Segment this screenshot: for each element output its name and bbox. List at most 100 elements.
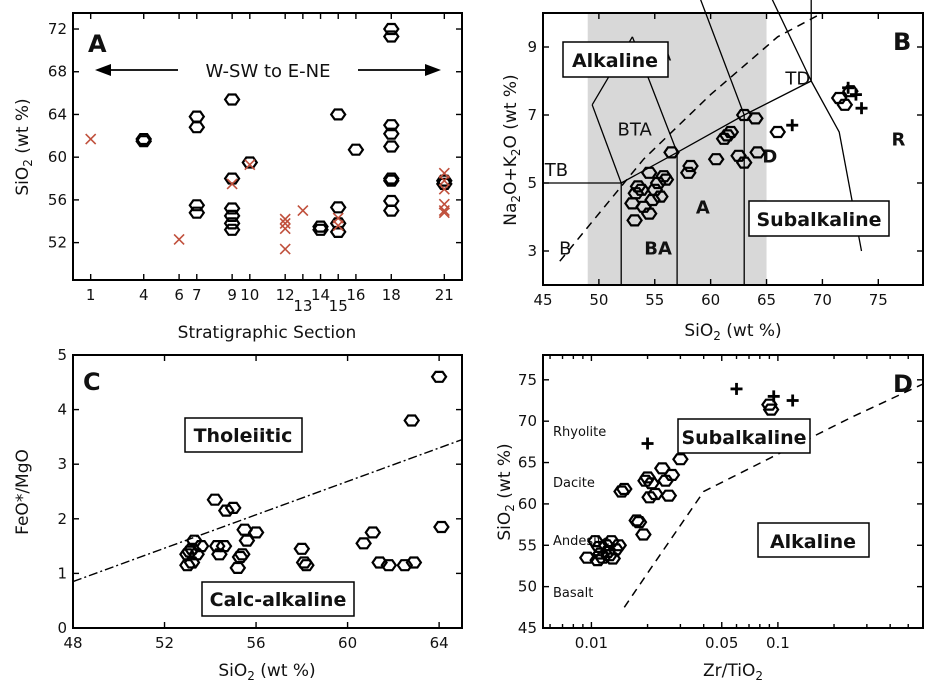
panel-c: C 48 52 56 60 64 0 1 2 3 4 5 Tholeiitic Calc-alkal… <box>13 346 463 683</box>
tas-boundary-9 <box>771 0 812 82</box>
panel-c-frame <box>72 354 463 629</box>
panel-b-xlabel: SiO2 (wt %) <box>684 321 781 343</box>
data-point-s0-5 <box>188 206 206 219</box>
data-point-s0-9 <box>223 209 241 222</box>
panel-c-divider <box>72 438 463 583</box>
panel-b-alkaline-label: Alkaline <box>572 50 658 72</box>
x-tick-label: 48 <box>63 634 82 652</box>
x-tick-label: 50 <box>589 291 608 309</box>
data-point-s0-18 <box>329 225 347 238</box>
x-tick-label: 52 <box>155 634 174 652</box>
panel-d-ticks: 0.01 0.05 0.1 45 50 55 60 65 70 75 <box>518 355 923 652</box>
y-tick-label: 65 <box>518 454 537 472</box>
data-point-s0-11 <box>652 190 669 203</box>
x-tick-label: 10 <box>240 286 259 304</box>
data-point-s0-27 <box>382 194 400 207</box>
data-point-s1-4-stroke <box>279 213 291 225</box>
data-point-s0-20 <box>722 125 740 139</box>
data-point-s0-24 <box>364 526 382 539</box>
panel-c-xlabel: SiO2 (wt %) <box>218 661 315 683</box>
data-point-s0-10 <box>223 217 241 230</box>
data-point-s0-26 <box>663 468 681 481</box>
data-point-s0-19 <box>639 471 656 484</box>
panel-c-tholeiitic-label: Tholeiitic <box>194 425 293 447</box>
panel-b-points <box>624 81 868 227</box>
data-point-s1-2 <box>855 102 868 115</box>
data-point-s0-14 <box>229 561 247 575</box>
rock-label-dacite: Dacite <box>553 476 595 491</box>
data-point-s1-1 <box>730 382 743 395</box>
data-point-s1-3 <box>244 159 256 171</box>
y-tick-label: 70 <box>518 412 537 430</box>
y-tick-label: 5 <box>57 346 67 364</box>
y-tick-label: 9 <box>527 38 537 56</box>
panel-a-points <box>85 22 453 255</box>
data-point-s0-13 <box>224 501 242 515</box>
panel-a-letter: A <box>88 30 107 58</box>
y-tick-label: 0 <box>57 619 67 637</box>
panel-c-tholeiitic-box <box>184 417 303 453</box>
data-point-s1-2-stroke <box>226 178 238 190</box>
x-tick-label: 70 <box>813 291 832 309</box>
data-point-s1-0-stroke <box>85 133 97 145</box>
data-point-s0-22 <box>646 487 664 501</box>
panel-c-calcalkaline-box <box>201 581 355 617</box>
data-point-s0-17 <box>707 153 725 166</box>
data-point-s0-26 <box>382 174 400 187</box>
x-tick-label: 16 <box>346 286 365 304</box>
y-tick-label: 45 <box>518 619 537 637</box>
data-point-s0-11 <box>223 223 241 236</box>
y-tick-label: 50 <box>518 578 537 596</box>
panel-d-letter: D <box>893 370 913 398</box>
data-point-s0-21 <box>295 556 313 569</box>
tas-field-label-ba: BA <box>644 238 672 259</box>
panel-d-subalkaline-box <box>677 418 811 454</box>
data-point-s1-1 <box>849 88 862 101</box>
x-tick-label: 12 <box>276 286 295 304</box>
data-point-s0-4 <box>188 199 206 212</box>
panel-b-frame <box>542 12 924 286</box>
data-point-s1-2 <box>226 178 238 190</box>
y-tick-label: 3 <box>527 242 537 260</box>
data-point-s0-8 <box>640 166 658 179</box>
data-point-s0-4 <box>185 534 203 547</box>
data-point-s0-23 <box>382 127 400 140</box>
data-point-s1-7 <box>279 243 291 255</box>
data-point-s0-16 <box>682 159 699 173</box>
panel-c-ticks: 48 52 56 60 64 0 1 2 3 4 5 <box>57 346 462 652</box>
data-point-s0-1 <box>135 133 153 146</box>
panel-d: D 0.01 0.05 0.1 45 50 55 60 65 70 75 Rhyolite Dac… <box>495 354 924 683</box>
data-point-s1-4 <box>279 213 291 225</box>
data-point-s0-6 <box>640 207 658 220</box>
data-point-s1-16 <box>438 207 450 219</box>
data-point-s0-14 <box>615 482 633 496</box>
data-point-s0-21 <box>730 149 747 162</box>
data-point-s1-3 <box>786 394 799 407</box>
panel-b-ticks: 45 50 55 60 65 70 75 3 5 7 9 <box>527 13 923 309</box>
panel-a-xlabel: Stratigraphic Section <box>178 323 357 343</box>
data-point-s0-11 <box>215 539 233 553</box>
data-point-s0-1 <box>179 548 196 561</box>
y-tick-label: 60 <box>518 495 537 513</box>
data-point-s1-13-stroke <box>438 183 450 195</box>
data-point-s0-1 <box>627 187 645 200</box>
data-point-s0-10 <box>211 548 228 561</box>
data-point-s1-3-stroke <box>244 159 256 171</box>
panel-c-letter: C <box>83 368 101 396</box>
x-tick-label: 14 <box>311 286 330 304</box>
data-point-s0-19 <box>719 129 736 142</box>
y-tick-label: 1 <box>57 564 67 582</box>
data-point-s0-3 <box>188 121 206 134</box>
tas-field-label-a: A <box>696 198 710 219</box>
data-point-s0-2 <box>589 554 606 567</box>
data-point-s0-23 <box>735 108 753 122</box>
x-tick-label: 0.05 <box>705 634 738 652</box>
data-point-s1-7-stroke <box>279 243 291 255</box>
data-point-s0-6 <box>223 93 241 106</box>
data-point-s1-0 <box>85 133 97 145</box>
panel-b-subalkaline-label: Subalkaline <box>756 209 881 231</box>
data-point-s1-1-stroke <box>173 233 185 245</box>
x-tick-label: 60 <box>701 291 720 309</box>
data-point-s0-0 <box>578 551 596 564</box>
